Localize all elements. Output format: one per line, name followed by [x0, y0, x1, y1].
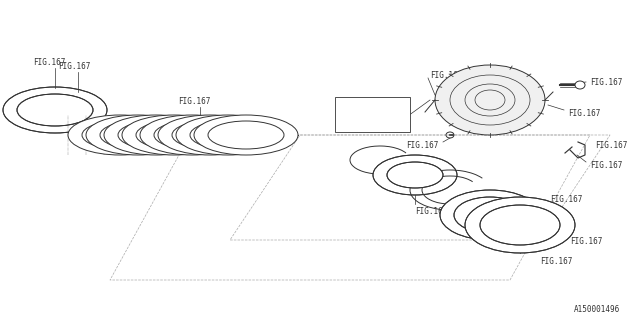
Text: FIG.167: FIG.167 [590, 77, 622, 86]
Text: FIG.167: FIG.167 [568, 108, 600, 117]
Ellipse shape [176, 115, 280, 155]
Ellipse shape [118, 121, 194, 149]
Ellipse shape [373, 155, 457, 195]
Ellipse shape [575, 81, 585, 89]
Text: FIG.167: FIG.167 [58, 61, 90, 70]
Ellipse shape [3, 87, 107, 133]
Ellipse shape [122, 115, 226, 155]
Text: FIG.167: FIG.167 [590, 161, 622, 170]
Text: 31622: 31622 [360, 110, 385, 119]
Text: FIG.167: FIG.167 [415, 207, 447, 217]
Ellipse shape [194, 115, 298, 155]
Ellipse shape [140, 115, 244, 155]
Ellipse shape [136, 121, 212, 149]
Text: FIG.167: FIG.167 [178, 97, 211, 106]
Text: FIG.167: FIG.167 [490, 236, 522, 244]
Text: FIG.167: FIG.167 [570, 237, 602, 246]
Ellipse shape [435, 65, 545, 135]
Ellipse shape [100, 121, 176, 149]
Text: FIG.167: FIG.167 [430, 70, 462, 79]
Ellipse shape [17, 94, 93, 126]
Ellipse shape [86, 115, 190, 155]
Ellipse shape [454, 197, 526, 233]
Bar [335, 97, 410, 132]
Text: FIG.167: FIG.167 [460, 220, 492, 229]
Ellipse shape [387, 162, 443, 188]
Ellipse shape [68, 115, 172, 155]
Ellipse shape [104, 115, 208, 155]
Text: A150001496: A150001496 [573, 306, 620, 315]
Ellipse shape [208, 121, 284, 149]
Text: FIG.167: FIG.167 [406, 140, 438, 149]
Ellipse shape [465, 197, 575, 253]
Ellipse shape [480, 205, 560, 245]
Text: FIG.167: FIG.167 [33, 58, 65, 67]
Ellipse shape [172, 121, 248, 149]
Ellipse shape [190, 121, 266, 149]
Ellipse shape [158, 115, 262, 155]
Ellipse shape [154, 121, 230, 149]
Text: FIG.167: FIG.167 [595, 140, 627, 149]
Text: FIG.167: FIG.167 [550, 196, 582, 204]
Ellipse shape [440, 190, 540, 240]
Text: FIG.167: FIG.167 [540, 258, 572, 267]
Text: FRONT: FRONT [79, 106, 104, 115]
Ellipse shape [82, 121, 158, 149]
